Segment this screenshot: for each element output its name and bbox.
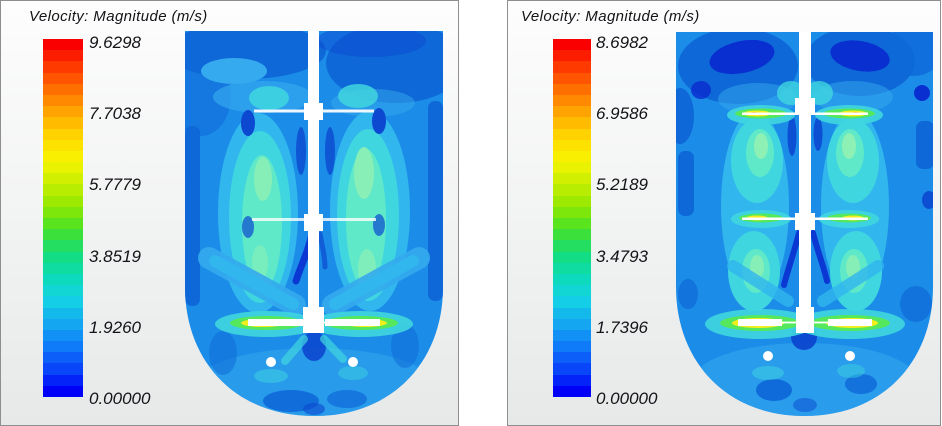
impeller-hub xyxy=(303,307,324,333)
impeller-blade xyxy=(248,319,303,326)
colorbar-tick-label: 0.00000 xyxy=(596,389,658,408)
shaft-rod xyxy=(799,32,811,309)
tank-contour xyxy=(676,32,933,416)
impeller-blade xyxy=(742,112,868,115)
colorbar-tick-label: 0.00000 xyxy=(89,389,151,408)
colorbar-tick-label: 3.8519 xyxy=(89,247,141,266)
colorbar-tick-label: 3.4793 xyxy=(596,247,648,266)
scalar-bar-title: Velocity: Magnitude (m/s) xyxy=(29,8,208,25)
colorbar-tick-label: 7.7038 xyxy=(89,104,141,123)
sparger-hole xyxy=(266,357,276,367)
impeller-blade xyxy=(742,217,868,220)
colorbar xyxy=(553,39,591,397)
colorbar-tick-label: 8.6982 xyxy=(596,33,648,52)
colorbar-tick-label: 1.9260 xyxy=(89,318,141,337)
impeller-hub xyxy=(795,98,815,114)
viewport-left: Velocity: Magnitude (m/s) 9.6298 7.7038 … xyxy=(0,0,459,426)
impeller-jets xyxy=(215,311,413,337)
scalar-bar-title: Velocity: Magnitude (m/s) xyxy=(521,8,700,25)
tank-outline xyxy=(676,32,933,416)
shaft-rod xyxy=(308,31,319,309)
colorbar-tick-label: 1.7396 xyxy=(596,318,648,337)
colorbar xyxy=(43,39,83,397)
impeller-hub xyxy=(304,214,323,231)
viewport-right: Velocity: Magnitude (m/s) 8.6982 6.9586 … xyxy=(507,0,941,426)
impeller-jets xyxy=(705,105,905,339)
impeller-hub xyxy=(796,307,814,333)
impeller-blade xyxy=(325,319,380,326)
impeller-hub xyxy=(304,103,323,120)
impeller-hub xyxy=(795,213,815,230)
shaft-and-impellers xyxy=(738,32,872,361)
upflow-columns xyxy=(218,84,410,313)
upflow-columns xyxy=(721,81,889,311)
colorbar-tick-label: 5.2189 xyxy=(596,175,648,194)
impeller-blade xyxy=(738,319,782,326)
sparger-hole xyxy=(348,357,358,367)
colorbar-tick-label: 9.6298 xyxy=(89,33,141,52)
tank-contour xyxy=(185,31,443,416)
colorbar-tick-label: 5.7779 xyxy=(89,175,141,194)
shaft-and-impellers xyxy=(248,31,380,367)
tank-outline xyxy=(185,31,443,416)
impeller-blade xyxy=(252,218,376,221)
sparger-hole xyxy=(845,351,855,361)
impeller-blade xyxy=(252,321,376,324)
impeller-blade xyxy=(828,319,872,326)
sparger-hole xyxy=(763,351,773,361)
colorbar-tick-label: 6.9586 xyxy=(596,104,648,123)
impeller-blade xyxy=(738,321,872,324)
impeller-blade xyxy=(254,109,374,113)
